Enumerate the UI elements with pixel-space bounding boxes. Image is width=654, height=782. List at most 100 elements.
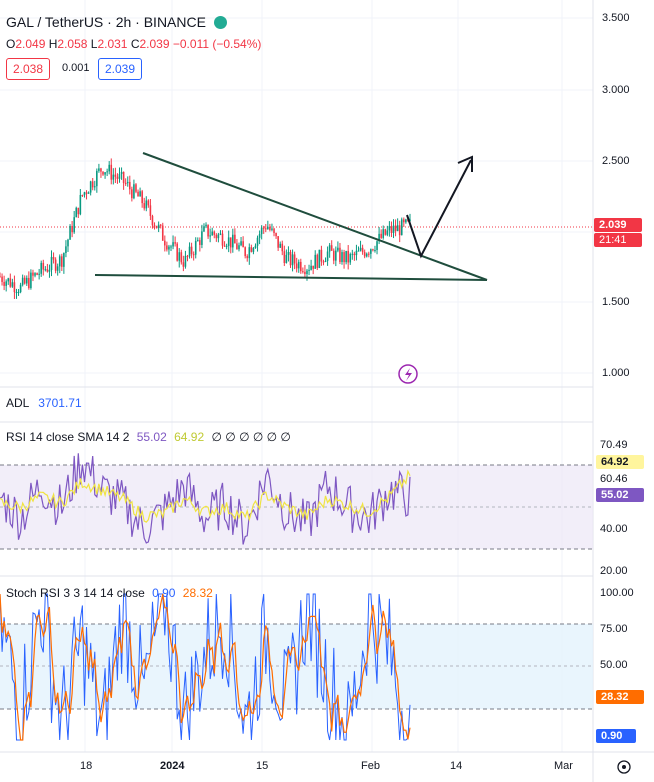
symbol-header[interactable]: GAL / TetherUS · 2h · BINANCE — [6, 14, 227, 30]
candle-body — [374, 249, 376, 251]
candle-body — [38, 273, 40, 275]
lightning-glyph — [405, 368, 412, 381]
adl-value: 3701.71 — [38, 396, 82, 410]
candle-body — [104, 172, 106, 175]
low-value: 2.031 — [97, 37, 128, 51]
candle-body — [124, 182, 127, 184]
stoch-label[interactable]: Stoch RSI 3 3 14 14 close 0.90 28.32 — [6, 586, 213, 600]
candle-body — [403, 219, 405, 223]
candle-body — [71, 225, 73, 233]
last-price-tag: 2.039 — [594, 218, 642, 232]
candle-body — [273, 228, 275, 234]
candle-body — [126, 181, 129, 184]
candle-body — [238, 245, 240, 250]
candle-body — [40, 262, 43, 274]
candle-body — [365, 253, 368, 257]
candle-body — [170, 246, 172, 248]
rsi-value: 55.02 — [136, 430, 167, 444]
candle-body — [341, 252, 343, 262]
candle-body — [0, 276, 1, 278]
rsi-line — [0, 453, 411, 545]
support-trendline[interactable] — [94, 274, 488, 281]
candle-body — [67, 239, 69, 247]
candle-body — [376, 241, 378, 250]
stoch-tick: 75.00 — [600, 623, 628, 635]
candle-body — [77, 207, 80, 215]
rsi-tick: 70.49 — [600, 439, 628, 451]
bid-button[interactable]: 2.038 — [6, 58, 51, 80]
candle-body — [207, 224, 209, 237]
candle-body — [256, 237, 259, 246]
arrow-head — [457, 155, 473, 172]
candle-body — [79, 195, 82, 215]
candle-body — [330, 245, 333, 251]
candle-body — [209, 235, 211, 237]
candle-body — [114, 174, 117, 177]
candle-body — [128, 181, 131, 190]
candle-body — [137, 191, 139, 197]
candle-body — [133, 184, 135, 199]
candle-body — [75, 207, 78, 218]
rsi-tick: 60.46 — [600, 473, 628, 485]
candle-body — [157, 224, 160, 229]
close-label: C — [130, 37, 140, 51]
candle-body — [54, 259, 57, 271]
time-tick: 14 — [450, 760, 463, 772]
candle-body — [58, 256, 61, 267]
candle-body — [244, 247, 246, 257]
rsi-extra: ∅ ∅ ∅ ∅ ∅ ∅ — [211, 430, 291, 444]
candle-body — [168, 246, 170, 250]
candle-body — [110, 164, 113, 180]
candle-body — [357, 250, 360, 252]
candle-body — [199, 240, 201, 245]
candle-body — [153, 225, 156, 227]
candle-body — [151, 215, 154, 226]
adl-name: ADL — [6, 396, 29, 410]
candle-body — [302, 271, 304, 273]
candle-body — [312, 265, 314, 269]
candle-body — [61, 256, 63, 267]
candle-body — [122, 171, 125, 183]
time-tick: Feb — [361, 760, 380, 772]
candle-body — [188, 246, 191, 257]
ask-button[interactable]: 2.039 — [98, 58, 143, 80]
rsi-label[interactable]: RSI 14 close SMA 14 2 55.02 64.92 ∅ ∅ ∅ … — [6, 430, 291, 444]
candle-body — [359, 247, 362, 251]
stoch-tick: 100.00 — [600, 587, 634, 599]
candle-body — [291, 254, 294, 266]
candle-body — [182, 262, 185, 267]
stoch-tick: 50.00 — [600, 659, 628, 671]
change-value: −0.011 (−0.54%) — [172, 37, 262, 51]
descending-trendline[interactable] — [142, 152, 488, 281]
lightning-icon[interactable] — [398, 364, 418, 384]
projection-arrow[interactable] — [406, 159, 472, 259]
candle-body — [347, 250, 349, 263]
candle-body — [236, 243, 238, 250]
candle-body — [367, 253, 370, 255]
candle-body — [328, 245, 331, 252]
candle-body — [13, 282, 16, 293]
candle-body — [337, 247, 339, 251]
candle-body — [93, 186, 96, 188]
candle-body — [363, 252, 366, 257]
gear-icon[interactable] — [617, 760, 631, 774]
candle-body — [81, 195, 84, 197]
candle-body — [85, 192, 88, 194]
candle-body — [322, 261, 325, 263]
high-label: H — [48, 37, 58, 51]
open-value: 2.049 — [15, 37, 46, 51]
candle-body — [361, 247, 364, 253]
candle-body — [219, 233, 222, 235]
candle-body — [44, 269, 47, 271]
candle-body — [3, 281, 5, 286]
candle-body — [164, 240, 166, 246]
rsi-sma-line — [0, 469, 411, 523]
adl-label[interactable]: ADL 3701.71 — [6, 396, 82, 410]
candle-body — [52, 256, 55, 260]
candle-body — [343, 252, 345, 263]
candle-body — [349, 253, 352, 263]
candle-body — [398, 225, 401, 236]
candle-body — [254, 245, 257, 249]
candle-body — [269, 226, 271, 230]
